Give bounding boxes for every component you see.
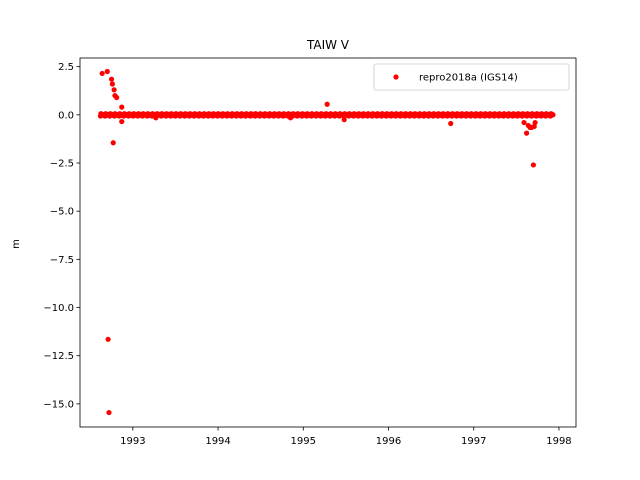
axes: 1993 1994 1995 1996 1997 1998 2.5 0.0 −2.5 −5.0 −7…: [43, 57, 577, 447]
data-point: [521, 119, 527, 126]
data-point: [119, 104, 125, 110]
x-tick-label: 1993: [120, 436, 145, 447]
data-point: [153, 115, 159, 121]
y-tick-label: 2.5: [58, 62, 74, 73]
x-tick-label: 1995: [291, 436, 316, 447]
legend-label: repro2018a (IGS14): [419, 73, 518, 84]
y-tick-label: −15.0: [43, 399, 74, 410]
data-point: [532, 119, 538, 126]
legend-box: [373, 63, 570, 91]
plot-frame: [79, 57, 577, 428]
y-tick-label: −12.5: [43, 351, 74, 362]
data-point: [111, 87, 117, 93]
x-tick-label: 1998: [546, 436, 571, 447]
data-point: [341, 117, 347, 123]
x-tick-label: 1994: [205, 436, 230, 447]
legend: repro2018a (IGS14): [373, 63, 570, 91]
data-point: [530, 162, 536, 168]
x-tick-label: 1996: [376, 436, 401, 447]
data-point: [287, 115, 294, 121]
y-tick-label: 0.0: [58, 110, 74, 121]
data-point: [99, 70, 105, 77]
data-point: [104, 68, 110, 75]
series-0: [97, 68, 556, 416]
data-point: [523, 130, 530, 136]
chart-title: TAIW V: [306, 38, 350, 52]
data-point: [110, 140, 116, 146]
y-tick-label: −2.5: [50, 159, 74, 170]
y-tick-label: −10.0: [43, 303, 74, 314]
y-tick-label: −5.0: [50, 207, 74, 218]
legend-marker: [393, 74, 399, 80]
plot-area: [97, 68, 556, 416]
data-point: [109, 81, 115, 87]
data-point: [119, 118, 125, 125]
data-point: [108, 76, 115, 82]
x-tick-label: 1997: [461, 436, 486, 447]
data-point: [105, 336, 111, 342]
data-point: [106, 409, 112, 416]
data-point: [550, 112, 556, 118]
data-point: [114, 94, 120, 101]
data-point: [324, 101, 330, 107]
data-point: [448, 120, 454, 127]
y-axis-label: m: [11, 239, 22, 249]
y-tick-label: −7.5: [50, 255, 74, 266]
